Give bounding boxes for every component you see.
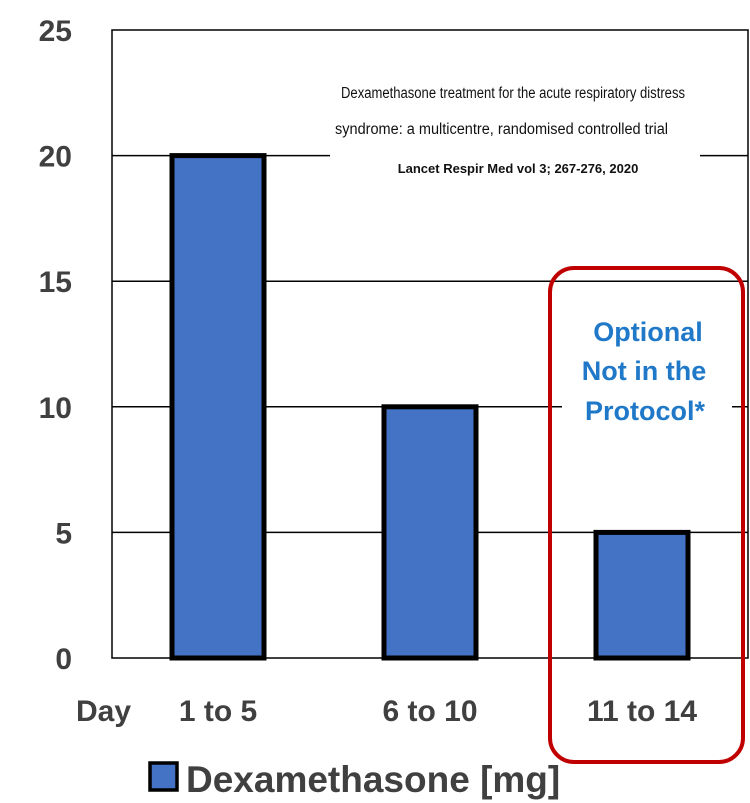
bar-series [169,153,691,661]
y-tick-label: 5 [55,517,72,550]
y-tick-label: 15 [39,266,72,299]
x-tick-label: 6 to 10 [382,695,477,728]
legend-label: Dexamethasone [mg] [186,759,560,800]
optional-note-backdrop [562,310,732,432]
x-tick-label: 11 to 14 [587,695,697,728]
x-axis-prefix-label: Day [76,695,131,728]
optional-note-line-2: Not in the [582,356,706,386]
reference-line-1: Dexamethasone treatment for the acute re… [341,85,685,102]
y-tick-label: 25 [39,15,72,48]
y-tick-label: 10 [39,392,72,425]
x-axis-ticks: 1 to 5 6 to 10 11 to 14 [179,695,698,728]
reference-backdrop [330,72,700,184]
x-tick-label: 1 to 5 [179,695,257,728]
y-tick-label: 0 [55,643,72,676]
bar-1 [169,153,267,661]
y-axis-ticks: 0 5 10 15 20 25 [39,15,72,676]
optional-note-line-3: Protocol* [585,396,706,426]
reference-line-2: syndrome: a multicentre, randomised cont… [335,121,668,138]
optional-note-line-1: Optional [593,317,703,347]
bar-3 [593,529,691,661]
legend-swatch [148,761,179,792]
y-tick-label: 20 [39,141,72,174]
optional-highlight-box [548,266,745,764]
bar-2 [381,404,479,661]
citation-text: Lancet Respir Med vol 3; 267-276, 2020 [398,161,639,176]
